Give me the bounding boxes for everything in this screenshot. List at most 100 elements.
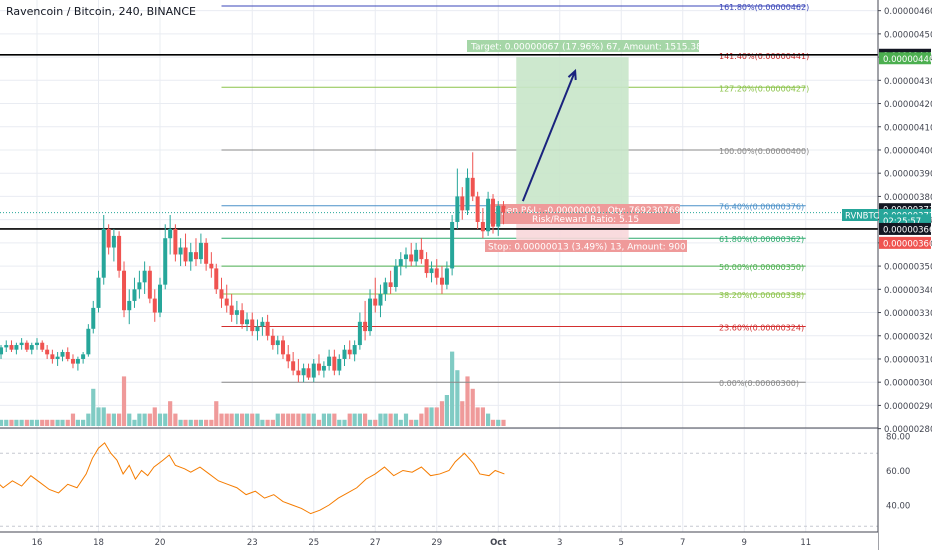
candle-body	[240, 310, 245, 325]
fibonacci-levels: 161.80%(0.00000462) 141.40%(0.00000441) 12…	[221, 3, 809, 388]
volume-bar	[24, 419, 29, 426]
candle-body	[491, 198, 496, 227]
volume-bars	[0, 351, 506, 426]
candle-body	[383, 282, 388, 294]
candle-body	[229, 305, 234, 315]
volume-bar	[111, 413, 116, 426]
candle-body	[439, 277, 444, 285]
candle-body	[501, 205, 506, 213]
target-label: Target: 0.00000067 (17.96%) 67, Amount: …	[470, 43, 702, 53]
volume-bar	[50, 419, 55, 426]
volume-bar	[301, 413, 306, 426]
candle-body	[101, 228, 106, 278]
volume-bar	[465, 376, 470, 426]
volume-bar	[209, 419, 214, 426]
candle-body	[178, 247, 183, 255]
candle-body	[480, 221, 485, 232]
price-axis[interactable]: 0.00000460 0.00000450 0.00000440 0.00000430…	[877, 0, 932, 550]
candle-body	[419, 249, 424, 260]
rsi-tick-label: 40.00	[886, 502, 910, 512]
pnl-label-box	[490, 204, 680, 224]
volume-bar	[214, 401, 219, 426]
candle-body	[363, 321, 368, 332]
time-tick-label: 7	[680, 538, 685, 548]
price-tick-label: 0.00000290	[884, 402, 932, 412]
candle-body	[117, 235, 122, 271]
volume-bar	[296, 413, 301, 426]
candle-body	[475, 196, 480, 222]
volume-bar	[486, 413, 491, 426]
candle-body	[4, 345, 9, 348]
volume-bar	[106, 413, 111, 426]
price-tag-label: 0.00000366	[883, 225, 932, 235]
price-tick-label: 0.00000330	[884, 309, 932, 319]
rsi-tick-label: 60.00	[886, 467, 910, 477]
candle-body	[250, 319, 255, 332]
candle-body	[132, 289, 137, 301]
volume-bar	[260, 419, 265, 426]
volume-bar	[398, 419, 403, 426]
candle-body	[296, 370, 301, 376]
candle-body	[65, 352, 70, 359]
volume-bar	[55, 419, 60, 426]
volume-bar	[86, 413, 91, 426]
target-zone	[516, 57, 629, 213]
volume-bar	[409, 419, 414, 426]
fib-level-label: 61.80%(0.00000362)	[719, 235, 804, 244]
volume-bar	[65, 419, 70, 426]
time-tick-label: 18	[93, 538, 104, 548]
horizontal-lines[interactable]	[0, 53, 878, 230]
price-tick-label: 0.00000320	[884, 332, 932, 342]
volume-bar	[450, 351, 455, 426]
stop-label: Stop: 0.00000013 (3.49%) 13, Amount: 900	[488, 243, 686, 253]
candle-body	[86, 328, 91, 355]
stop-label-box	[485, 240, 687, 252]
volume-bar	[403, 413, 409, 426]
candle-body	[316, 363, 321, 371]
fib-level-label: 0.00%(0.00000300)	[719, 379, 799, 388]
candle-body	[70, 358, 75, 364]
price-tag-box	[879, 236, 931, 249]
volume-bar	[70, 413, 76, 426]
candle-body	[173, 228, 178, 255]
volume-bar	[152, 407, 157, 426]
volume-bar	[9, 419, 14, 426]
volume-bar	[347, 413, 352, 426]
volume-bar	[424, 407, 429, 426]
candle-body	[50, 354, 55, 359]
time-axis[interactable]: 16 18 20 23 25 27 29 Oct 3 5 7 9 11	[0, 531, 878, 550]
candle-body	[470, 177, 475, 197]
time-tick-label: 27	[370, 538, 381, 548]
volume-bar	[280, 413, 286, 426]
price-tick-label: 0.00000460	[884, 7, 932, 17]
volume-bar	[490, 419, 496, 426]
candle-body	[450, 221, 455, 269]
volume-bar	[270, 419, 275, 426]
candle-body	[291, 361, 296, 371]
candle-body	[337, 358, 342, 371]
fib-level-label: 100.00%(0.00000400)	[719, 147, 809, 156]
candle-body	[424, 259, 429, 274]
candle-body	[193, 252, 198, 260]
candle-body	[14, 345, 19, 350]
long-position-tool[interactable]: Target: 0.00000067 (17.96%) 67, Amount: …	[467, 40, 702, 253]
candle-body	[275, 340, 280, 346]
candle-body	[306, 368, 311, 378]
volume-bar	[265, 419, 270, 426]
candle-body	[301, 368, 306, 376]
volume-bar	[163, 413, 168, 426]
candle-body	[19, 342, 24, 346]
candle-body	[404, 254, 408, 260]
volume-bar	[193, 419, 199, 426]
volume-bar	[198, 419, 203, 426]
volume-bar	[219, 413, 224, 426]
symbol-tag-label: RVNBTC	[845, 212, 879, 222]
candle-body	[332, 356, 337, 371]
volume-bar	[444, 395, 449, 426]
volume-bar	[121, 376, 127, 426]
price-tick-label: 0.00000390	[884, 170, 932, 180]
candle-body	[234, 310, 239, 315]
volume-bar	[316, 419, 322, 426]
